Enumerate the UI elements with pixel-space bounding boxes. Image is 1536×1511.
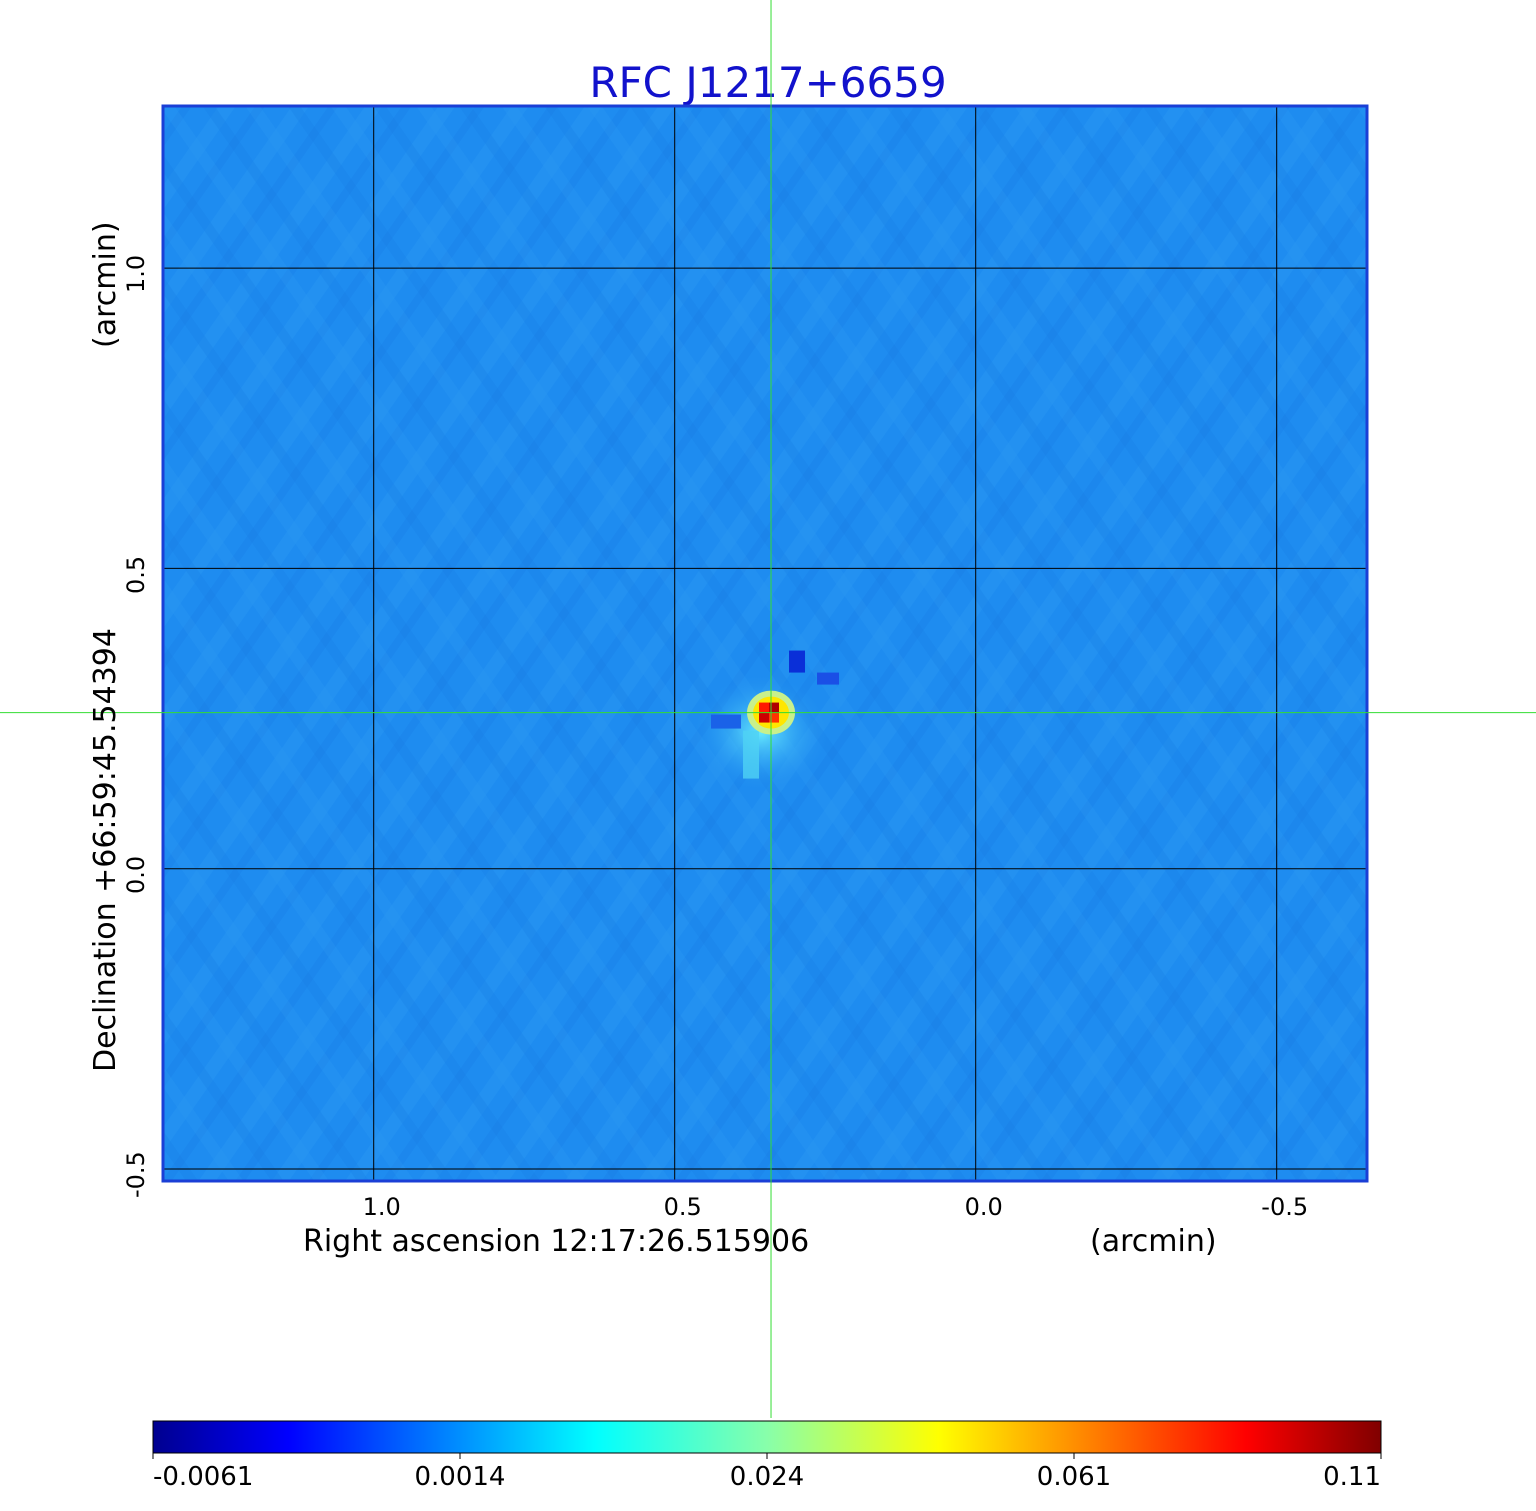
colorbar-tick-label: 0.024 <box>729 1462 805 1492</box>
y-axis-label: Declination +66:59:45.54394 <box>88 628 123 1072</box>
colorbar-tick-label: 0.061 <box>1036 1462 1112 1492</box>
source-pixel <box>759 702 770 713</box>
source-pixel <box>769 702 780 713</box>
source-pixel <box>759 712 770 723</box>
colorbar-tick-label: 0.0014 <box>414 1462 506 1492</box>
y-tick-label: -0.5 <box>122 1151 150 1199</box>
source-pixel <box>769 712 780 723</box>
x-axis-label: Right ascension 12:17:26.515906 <box>303 1224 810 1259</box>
source-halo <box>691 672 832 793</box>
colorbar <box>152 1420 1382 1454</box>
y-tick-label: 0.5 <box>122 555 150 594</box>
source-arm <box>743 730 760 779</box>
x-tick-label: 0.0 <box>964 1193 1003 1221</box>
source-dip-north <box>789 650 806 673</box>
y-tick-label: 1.0 <box>122 255 150 294</box>
source-dip-east <box>817 672 840 685</box>
colorbar-tick-label: 0.11 <box>1323 1462 1381 1492</box>
y-axis-unit: (arcmin) <box>88 221 123 348</box>
chart-title: RFC J1217+6659 <box>589 58 947 107</box>
x-tick-label: 0.5 <box>663 1193 702 1221</box>
sidelobe-pattern-2 <box>163 106 1367 1181</box>
x-tick-label: 1.0 <box>362 1193 401 1221</box>
source-dip <box>711 714 742 729</box>
x-axis-unit: (arcmin) <box>1090 1224 1217 1259</box>
x-tick-label: -0.5 <box>1261 1193 1309 1221</box>
plot-frame <box>161 104 1369 1183</box>
colorbar-tick-label: -0.0061 <box>153 1462 254 1492</box>
y-tick-label: 0.0 <box>122 855 150 894</box>
